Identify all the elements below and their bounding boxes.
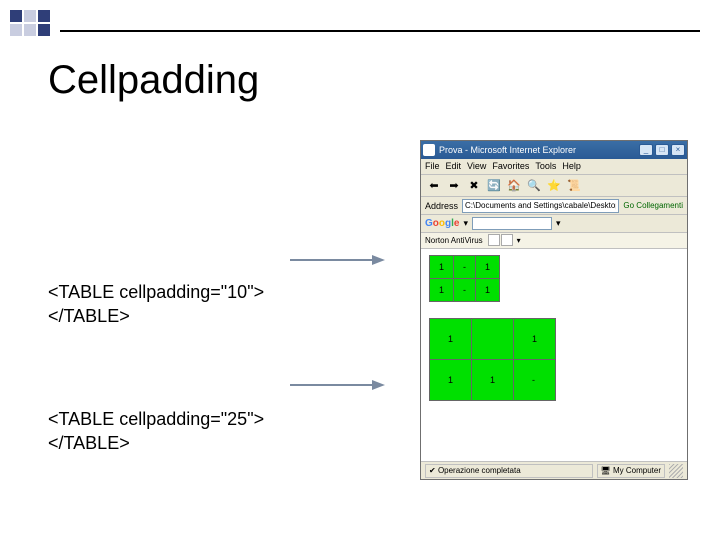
go-button[interactable]: Go Collegamenti [623,201,683,210]
minimize-button[interactable]: _ [639,144,653,156]
deco-sq [24,24,36,36]
table-row: 1-1 [430,256,500,279]
menu-item[interactable]: View [467,161,486,172]
google-search-input[interactable] [472,217,552,230]
status-text: Operazione completata [438,466,521,475]
table-row: 1-1 [430,279,500,302]
table-cell: 1 [514,319,556,360]
search-button[interactable]: 🔍 [525,177,543,195]
table-cell [472,319,514,360]
toolbar: ⬅ ➡ ✖ 🔄 🏠 🔍 ⭐ 📜 [421,175,687,197]
table-row: 11- [430,360,556,401]
deco-sq [38,24,50,36]
menu-item[interactable]: Edit [446,161,462,172]
table-cell: 1 [430,319,472,360]
norton-chevron-icon[interactable]: ▾ [517,236,521,245]
menu-item[interactable]: Help [562,161,581,172]
table-cell: 1 [430,279,454,302]
menu-bar: File Edit View Favorites Tools Help [421,159,687,175]
title-rule [60,30,700,32]
address-input[interactable] [462,199,619,213]
menu-item[interactable]: Favorites [492,161,529,172]
window-title: Prova - Microsoft Internet Explorer [439,145,635,155]
google-chevron-icon[interactable]: ▾ [463,218,468,229]
done-icon: ✔ [429,466,436,475]
table-padding-25: 11 11- [429,318,556,401]
code-line: <TABLE cellpadding="25"> [48,407,264,431]
status-left: ✔ Operazione completata [425,464,593,478]
norton-icons [487,234,513,248]
ie-window: Prova - Microsoft Internet Explorer _ □ … [420,140,688,480]
code-block-2: <TABLE cellpadding="25"> </TABLE> [48,407,264,456]
refresh-button[interactable]: 🔄 [485,177,503,195]
resize-grip[interactable] [669,464,683,478]
code-line: </TABLE> [48,431,264,455]
table-cell: 1 [476,279,500,302]
status-right: 🖥 My Computer [597,464,665,478]
page-content: 1-1 1-1 11 11- [421,249,687,461]
window-buttons: _ □ × [639,144,685,156]
maximize-button[interactable]: □ [655,144,669,156]
arrow-1 [290,253,390,267]
code-line: <TABLE cellpadding="10"> [48,280,264,304]
address-bar: Address Go Collegamenti [421,197,687,215]
zone-text: My Computer [613,466,661,475]
table-cell: 1 [476,256,500,279]
computer-icon: 🖥 [601,466,611,475]
favorites-button[interactable]: ⭐ [545,177,563,195]
google-logo: Google [425,218,459,229]
table-cell: 1 [472,360,514,401]
close-button[interactable]: × [671,144,685,156]
table-row: 11 [430,319,556,360]
norton-label: Norton AntiVirus [425,236,483,245]
table-cell: 1 [430,256,454,279]
history-button[interactable]: 📜 [565,177,583,195]
slide-corner-deco [10,10,50,36]
menu-item[interactable]: Tools [535,161,556,172]
table-cell: - [454,279,476,302]
home-button[interactable]: 🏠 [505,177,523,195]
back-button[interactable]: ⬅ [425,177,443,195]
norton-toolbar: Norton AntiVirus ▾ [421,233,687,249]
table-cell: 1 [430,360,472,401]
status-bar: ✔ Operazione completata 🖥 My Computer [421,461,687,479]
deco-sq [38,10,50,22]
deco-sq [24,10,36,22]
google-chevron-icon[interactable]: ▾ [556,218,561,229]
menu-item[interactable]: File [425,161,440,172]
code-block-1: <TABLE cellpadding="10"> </TABLE> [48,280,264,329]
table-padding-10: 1-1 1-1 [429,255,500,302]
ie-icon [423,144,435,156]
address-label: Address [425,201,458,211]
page-title: Cellpadding [48,58,259,103]
table-cell: - [514,360,556,401]
arrow-2 [290,378,390,392]
stop-button[interactable]: ✖ [465,177,483,195]
table-cell: - [454,256,476,279]
deco-sq [10,10,22,22]
code-line: </TABLE> [48,304,264,328]
deco-sq [10,24,22,36]
google-toolbar: Google ▾ ▾ [421,215,687,233]
window-titlebar[interactable]: Prova - Microsoft Internet Explorer _ □ … [421,141,687,159]
forward-button[interactable]: ➡ [445,177,463,195]
